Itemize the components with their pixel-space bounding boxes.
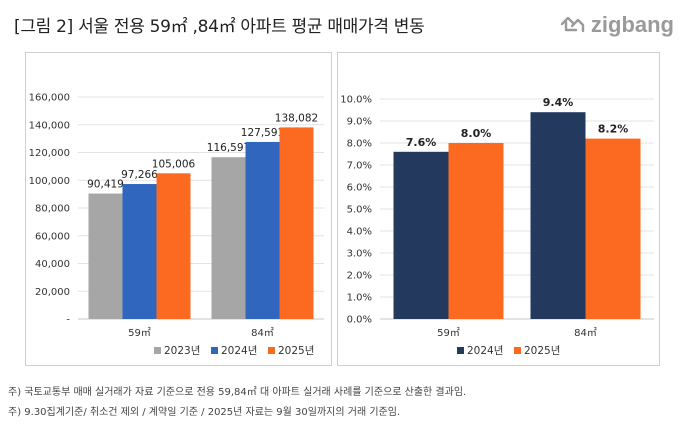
x-tick-label: 84㎡ [251, 327, 274, 339]
y-tick-label: 4.0% [347, 227, 372, 238]
data-label: 116,597 [207, 142, 250, 154]
data-label: 90,419 [87, 179, 124, 191]
bar [122, 184, 157, 319]
data-label: 7.6% [406, 136, 437, 149]
y-tick-label: 1.0% [347, 293, 372, 304]
zigbang-logo: zigbang [559, 12, 674, 38]
x-tick-label: 59㎡ [128, 327, 151, 339]
data-label: 127,591 [241, 127, 284, 139]
y-tick-label: 3.0% [347, 249, 372, 260]
bar [88, 193, 123, 319]
data-label: 97,266 [121, 169, 158, 181]
zigbang-logo-icon [560, 16, 585, 33]
y-tick-label: 7.0% [347, 161, 372, 172]
y-tick-label: 0.0% [347, 315, 372, 326]
y-tick-label: 160,000 [29, 93, 70, 104]
y-tick-label: 10.0% [340, 95, 372, 106]
y-tick-label: 9.0% [347, 117, 372, 128]
bar [530, 112, 586, 319]
legend-label: 2025년 [278, 345, 314, 357]
bar [448, 143, 504, 319]
y-tick-label: 8.0% [347, 139, 372, 150]
price-bar-chart: - 20,000 40,000 60,000 80,000 100,000 120,000 1… [29, 93, 324, 357]
y-tick-label: 140,000 [29, 120, 70, 131]
data-label: 8.0% [461, 127, 492, 140]
logo-text: zigbang [590, 12, 674, 37]
data-label: 8.2% [598, 123, 629, 136]
rate-bar-chart: 0.0% 1.0% 2.0% 3.0% 4.0% 5.0% 6.0% 7.0% 8.0% 9.0%… [340, 95, 654, 357]
y-tick-label: 5.0% [347, 205, 372, 216]
legend-swatch [268, 347, 275, 354]
price-chart-panel: - 20,000 40,000 60,000 80,000 100,000 120,000 1… [25, 52, 332, 366]
y-tick-label: 120,000 [29, 148, 70, 159]
y-tick-label: 6.0% [347, 183, 372, 194]
legend-label: 2024년 [467, 345, 503, 357]
bar [393, 151, 449, 319]
footnotes: 주) 국토교통부 매매 실거래가 자료 기준으로 전용 59,84㎡ 대 아파트… [8, 383, 466, 423]
x-tick-label: 84㎡ [574, 327, 597, 339]
figure-title: [그림 2] 서울 전용 59㎡ ,84㎡ 아파트 평균 매매가격 변동 [14, 17, 425, 37]
bar [279, 127, 314, 319]
data-label: 138,082 [275, 112, 318, 124]
y-tick-label: - [66, 315, 70, 326]
bar [156, 173, 191, 319]
legend-swatch [211, 347, 218, 354]
legend-swatch [154, 347, 161, 354]
legend-swatch [457, 347, 464, 354]
y-tick-label: 2.0% [347, 271, 372, 282]
data-label: 9.4% [543, 96, 574, 109]
y-tick-label: 60,000 [35, 231, 70, 242]
y-tick-label: 100,000 [29, 176, 70, 187]
footnote: 주) 9.30집계기준/ 취소건 제외 / 계약일 기준 / 2025년 자료는… [8, 407, 401, 418]
y-tick-label: 40,000 [35, 259, 70, 270]
legend-label: 2025년 [524, 345, 560, 357]
bar [245, 141, 280, 319]
y-tick-label: 80,000 [35, 204, 70, 215]
data-label: 105,006 [152, 158, 196, 170]
legend-label: 2024년 [221, 345, 257, 357]
x-tick-label: 59㎡ [437, 327, 460, 339]
footnote: 주) 국토교통부 매매 실거래가 자료 기준으로 전용 59,84㎡ 대 아파트… [8, 387, 467, 398]
legend-swatch [514, 347, 521, 354]
y-tick-label: 20,000 [35, 287, 70, 298]
bar [585, 138, 641, 319]
legend-label: 2023년 [164, 345, 200, 357]
rate-chart-panel: 0.0% 1.0% 2.0% 3.0% 4.0% 5.0% 6.0% 7.0% 8.0% 9.0%… [337, 52, 660, 366]
bar [211, 157, 246, 319]
